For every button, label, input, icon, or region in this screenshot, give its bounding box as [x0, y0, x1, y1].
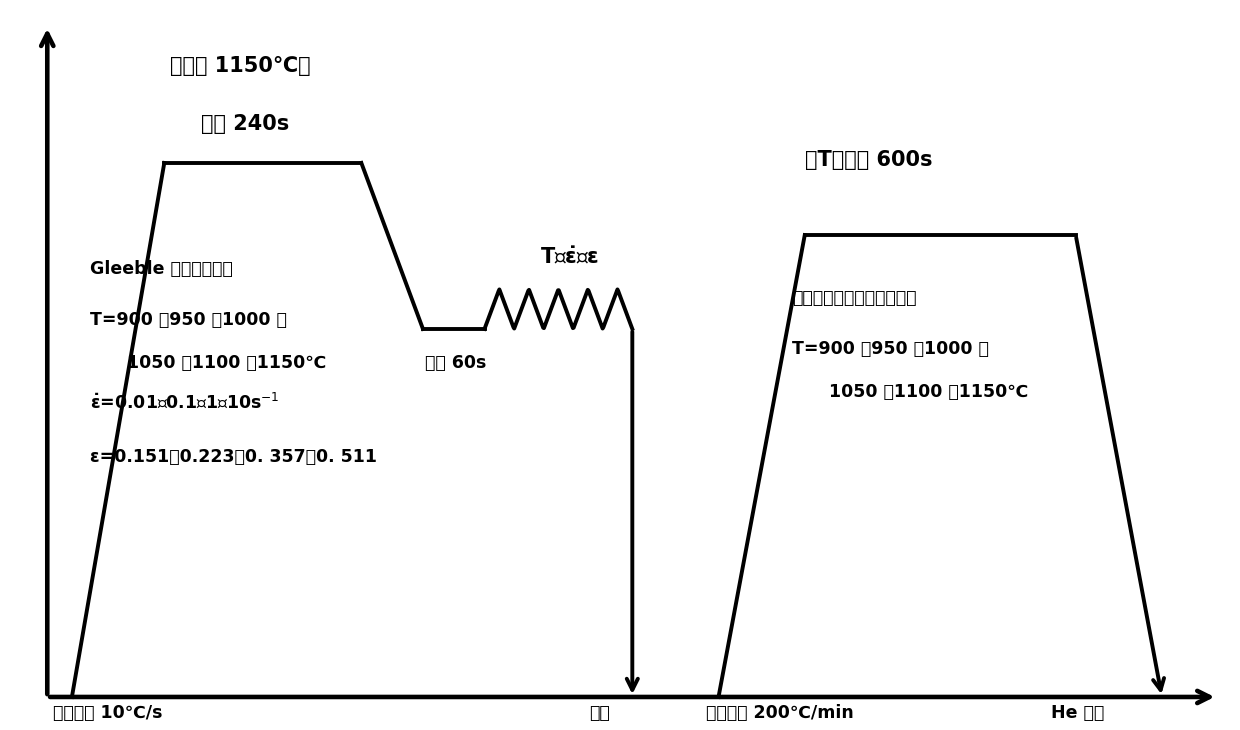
Text: $\mathregular{\dot{\varepsilon}}$=0.01、0.1、1、10s$^{-1}$: $\mathregular{\dot{\varepsilon}}$=0.01、0…	[91, 393, 280, 412]
Text: 保温 240s: 保温 240s	[201, 114, 289, 134]
Text: ε=0.151、0.223、0. 357、0. 511: ε=0.151、0.223、0. 357、0. 511	[91, 448, 377, 466]
Text: Gleeble 热压缩实验：: Gleeble 热压缩实验：	[91, 261, 233, 278]
Text: 在T下保温 600s: 在T下保温 600s	[805, 150, 932, 170]
Text: T=900 、950 、1000 、: T=900 、950 、1000 、	[91, 311, 288, 329]
Text: 水淬: 水淬	[589, 704, 610, 722]
Text: 加热至 1150℃，: 加热至 1150℃，	[170, 56, 311, 77]
Text: 1050 、1100 、1150℃: 1050 、1100 、1150℃	[830, 383, 1029, 401]
Text: T、$\mathregular{\dot{\varepsilon}}$、$\mathregular{\varepsilon}$: T、$\mathregular{\dot{\varepsilon}}$、$\ma…	[539, 246, 599, 268]
Text: 加热速率 200℃/min: 加热速率 200℃/min	[707, 704, 854, 722]
Text: 激光共聚焦原位观察实验：: 激光共聚焦原位观察实验：	[792, 289, 916, 307]
Text: 加热速率 10℃/s: 加热速率 10℃/s	[53, 704, 162, 722]
Text: T=900 、950 、1000 、: T=900 、950 、1000 、	[792, 339, 990, 358]
Text: He 冷却: He 冷却	[1052, 704, 1105, 722]
Text: 保温 60s: 保温 60s	[425, 354, 487, 372]
Text: 1050 、1100 、1150℃: 1050 、1100 、1150℃	[128, 354, 326, 372]
